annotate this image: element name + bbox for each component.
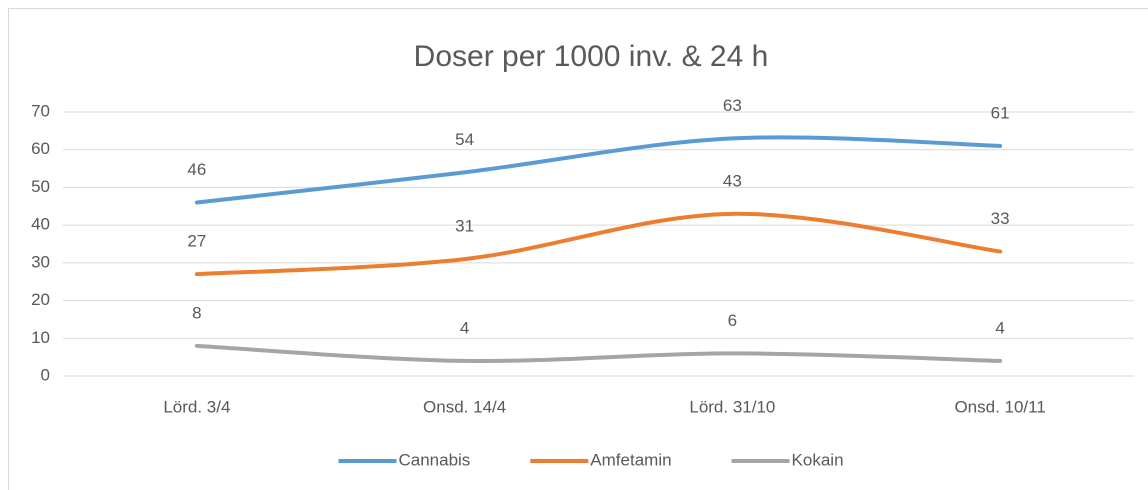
data-label: 33 [991,209,1010,228]
chart-border [8,8,1148,490]
data-label: 4 [460,318,469,337]
y-tick-label: 0 [41,365,50,384]
data-label: 43 [723,171,742,190]
data-label: 8 [192,303,201,322]
data-label: 4 [995,318,1004,337]
legend-label: Amfetamin [590,450,671,469]
x-tick-label: Lörd. 3/4 [163,397,230,416]
data-label: 61 [991,103,1010,122]
chart-title: Doser per 1000 inv. & 24 h [414,40,769,73]
y-tick-label: 70 [31,101,50,120]
legend-label: Kokain [792,450,844,469]
data-label: 6 [728,311,737,330]
data-label: 46 [187,160,206,179]
data-label: 27 [187,232,206,251]
x-tick-label: Lörd. 31/10 [689,397,775,416]
series-line [194,135,1003,205]
data-label: 63 [723,96,742,115]
y-tick-label: 10 [31,328,50,347]
y-tick-label: 20 [31,290,50,309]
data-label: 54 [455,130,474,149]
y-tick-label: 60 [31,139,50,158]
legend-label: Cannabis [398,450,470,469]
data-label: 31 [455,217,474,236]
x-tick-label: Onsd. 10/11 [954,397,1045,416]
y-tick-label: 50 [31,177,50,196]
x-tick-label: Onsd. 14/4 [423,397,506,416]
y-tick-label: 40 [31,215,50,234]
series-line [194,343,1003,364]
y-tick-label: 30 [31,252,50,271]
series-line [194,211,1003,277]
